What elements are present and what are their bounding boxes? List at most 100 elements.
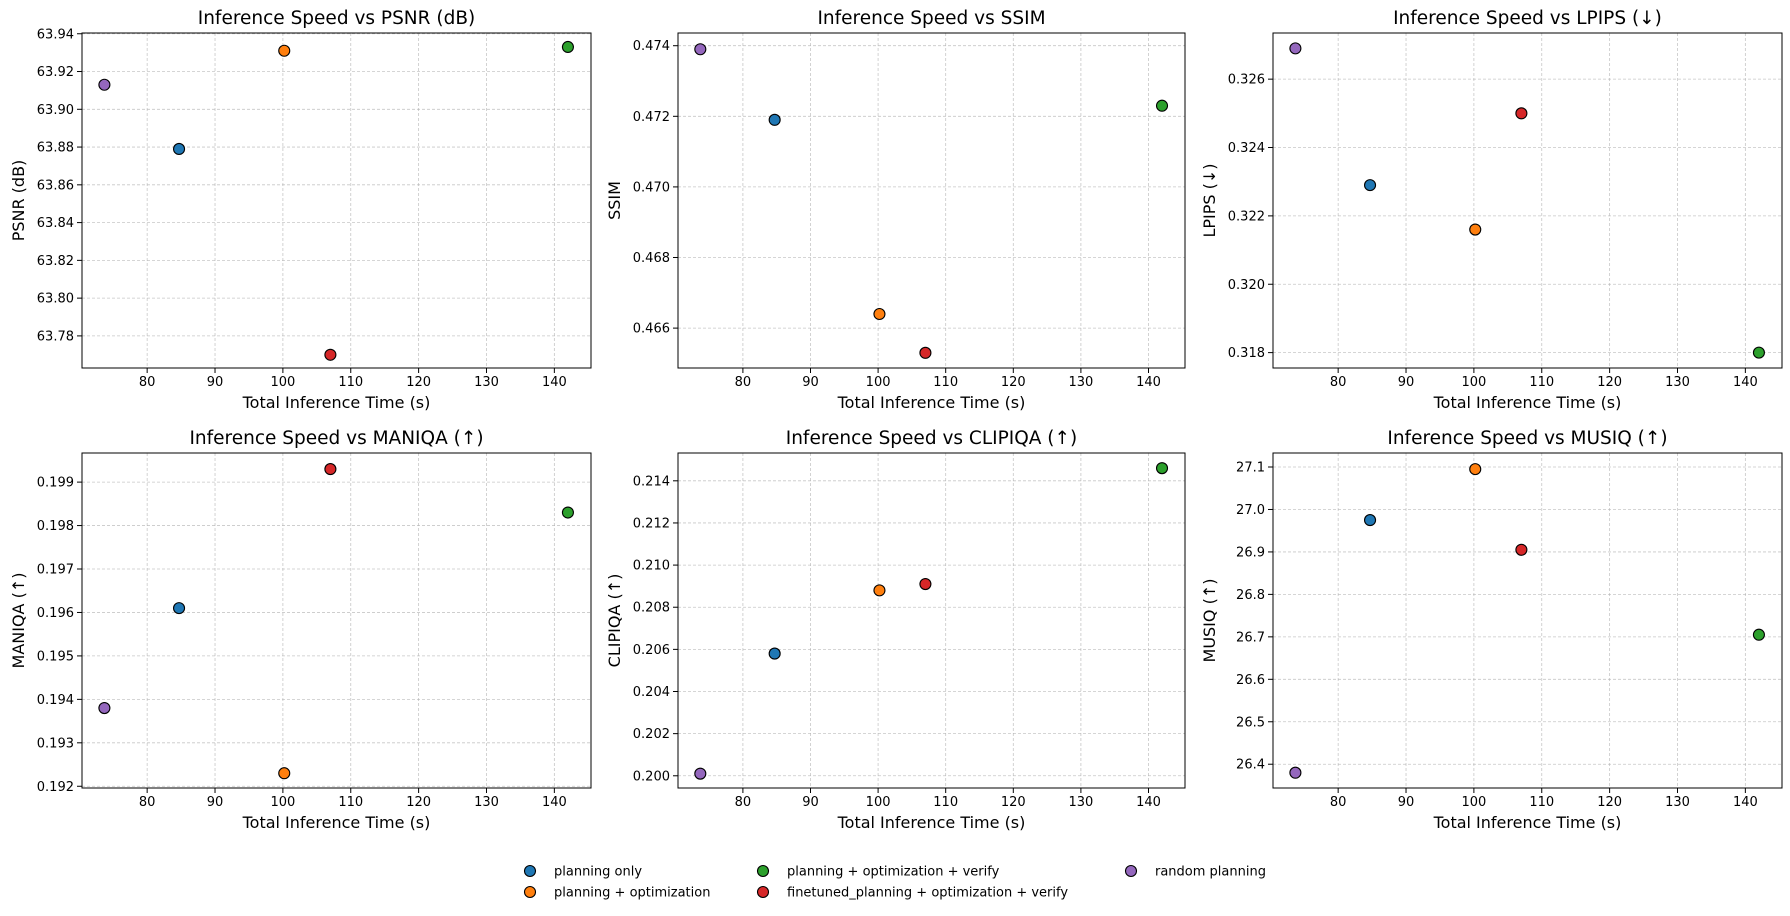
x-axis-label: Total Inference Time (s) (242, 813, 431, 832)
x-tick-label: 120 (406, 795, 431, 810)
y-axis-label: MANIQA (↑) (9, 573, 28, 669)
data-point (1515, 107, 1528, 120)
y-tick-label: 0.320 (1228, 278, 1265, 293)
x-tick-label: 110 (933, 795, 958, 810)
data-point (1469, 223, 1482, 236)
x-tick-label: 100 (270, 795, 295, 810)
legend-item: planning + optimization (523, 885, 710, 901)
data-point (1515, 543, 1528, 556)
x-tick-label: 140 (542, 795, 567, 810)
y-tick-label: 0.194 (37, 693, 74, 708)
x-tick-label: 110 (933, 375, 958, 390)
legend-label: planning only (554, 865, 642, 880)
y-tick-label: 0.470 (633, 180, 670, 195)
data-point (1155, 462, 1169, 475)
y-tick-label: 26.8 (1236, 588, 1265, 603)
data-point (694, 43, 707, 56)
data-point (1289, 42, 1302, 55)
y-axis-label: LPIPS (↓) (1200, 163, 1219, 237)
legend: planning only planning + optimization plan… (523, 864, 1266, 901)
x-tick-label: 80 (139, 795, 156, 810)
x-tick-label: 110 (338, 375, 363, 390)
plot-area (678, 33, 1185, 368)
data-point (278, 767, 291, 780)
x-tick-label: 100 (866, 375, 891, 390)
data-point (768, 113, 781, 126)
data-point (873, 307, 886, 321)
legend-item: planning only (523, 864, 642, 880)
y-tick-label: 63.88 (37, 141, 74, 156)
x-tick-label: 120 (406, 375, 431, 390)
y-tick-label: 0.202 (633, 727, 670, 742)
x-tick-label: 100 (270, 375, 295, 390)
legend-label: planning + optimization (554, 886, 710, 901)
legend-item: random planning (1124, 864, 1266, 880)
legend-marker (523, 885, 537, 899)
y-tick-label: 26.5 (1236, 715, 1265, 730)
axes-frame (1272, 32, 1783, 369)
y-tick-label: 26.9 (1236, 545, 1265, 560)
data-point (1363, 514, 1377, 527)
data-point (561, 506, 574, 519)
y-tick-label: 26.7 (1236, 630, 1265, 645)
subplot-6: 80 90 100 110 120 130 140 26.4 26.5 26.6 26.7 26.8 2… (1200, 428, 1783, 832)
x-tick-label: 120 (1597, 795, 1622, 810)
x-axis-label: Total Inference Time (s) (1433, 813, 1622, 832)
x-tick-label: 80 (1330, 795, 1347, 810)
y-tick-label: 0.193 (37, 736, 74, 751)
subplot-2: 80 90 100 110 120 130 140 0.466 0.468 0.470 0.472 0… (605, 8, 1186, 412)
data-point (324, 348, 337, 361)
y-axis-label: SSIM (605, 181, 624, 220)
x-tick-label: 140 (1733, 375, 1758, 390)
axes-frame (1272, 452, 1783, 789)
subplot-4: 80 90 100 110 120 130 140 0.192 0.193 0.194 0.195 0… (9, 428, 592, 832)
x-tick-label: 130 (1665, 795, 1690, 810)
axes-frame (677, 452, 1186, 789)
x-tick-label: 80 (1330, 375, 1347, 390)
x-tick-label: 100 (1461, 375, 1486, 390)
y-tick-label: 0.212 (633, 516, 670, 531)
y-tick-label: 0.192 (37, 780, 74, 795)
x-tick-label: 110 (1529, 795, 1554, 810)
x-axis-label: Total Inference Time (s) (837, 813, 1026, 832)
axes-frame (81, 452, 592, 789)
legend-marker (1124, 864, 1138, 878)
data-point (694, 767, 707, 780)
x-tick-label: 120 (1001, 375, 1026, 390)
x-axis-label: Total Inference Time (s) (837, 393, 1026, 412)
legend-label: finetuned_planning + optimization + veri… (787, 886, 1068, 901)
x-tick-label: 90 (802, 795, 819, 810)
data-point (1469, 463, 1482, 476)
plot-area (82, 33, 591, 368)
y-tick-label: 0.197 (37, 563, 74, 578)
axes-frame (81, 32, 592, 369)
legend-label: planning + optimization + verify (787, 865, 1000, 880)
y-tick-label: 0.322 (1228, 209, 1265, 224)
x-tick-label: 90 (207, 375, 224, 390)
y-axis-label: MUSIQ (↑) (1200, 579, 1219, 663)
y-tick-label: 0.198 (37, 519, 74, 534)
y-axis-label: PSNR (dB) (9, 160, 28, 242)
y-tick-label: 63.94 (37, 27, 74, 42)
data-point (919, 578, 932, 591)
y-tick-label: 63.90 (37, 103, 74, 118)
y-tick-label: 27.1 (1236, 461, 1265, 476)
data-point (1752, 628, 1765, 641)
data-point (1155, 99, 1169, 112)
x-tick-label: 130 (1068, 375, 1093, 390)
data-point (1289, 766, 1302, 779)
legend-marker (523, 864, 537, 878)
y-tick-label: 0.466 (633, 322, 670, 337)
subplot-title: Inference Speed vs MANIQA (↑) (189, 428, 483, 449)
x-tick-label: 120 (1597, 375, 1622, 390)
subplot-title: Inference Speed vs MUSIQ (↑) (1387, 428, 1667, 449)
data-point (98, 78, 111, 91)
x-tick-label: 130 (474, 375, 499, 390)
y-tick-label: 26.6 (1236, 673, 1265, 688)
y-tick-label: 63.84 (37, 216, 74, 231)
y-tick-label: 0.472 (633, 110, 670, 125)
y-tick-label: 0.196 (37, 606, 74, 621)
subplot-title: Inference Speed vs LPIPS (↓) (1393, 8, 1662, 29)
x-tick-label: 130 (1068, 795, 1093, 810)
y-tick-label: 0.208 (633, 601, 670, 616)
